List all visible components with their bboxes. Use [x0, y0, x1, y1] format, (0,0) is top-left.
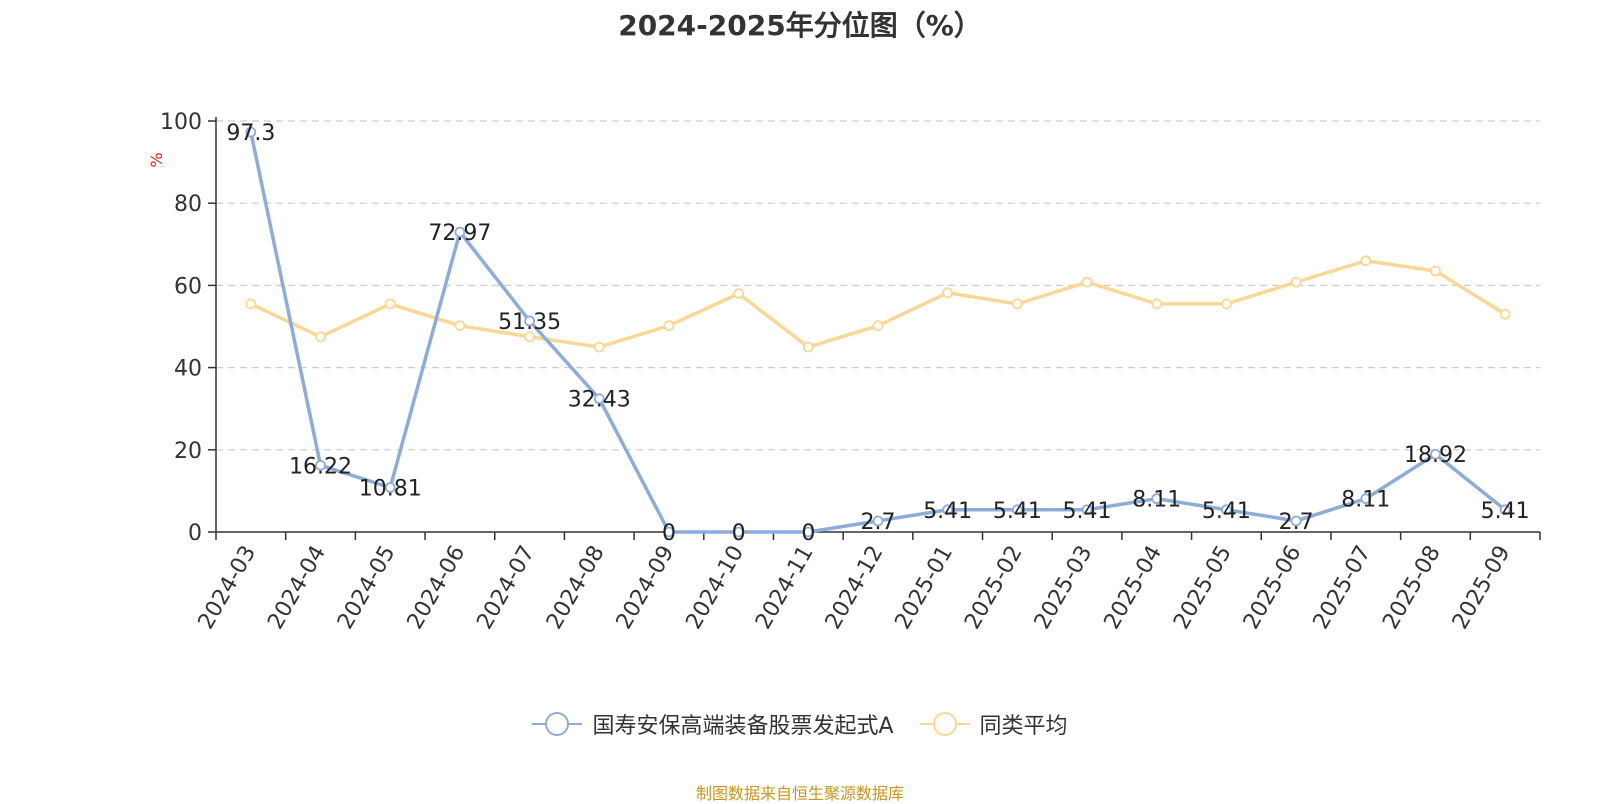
x-tick-label: 2024-08 [542, 542, 610, 634]
series-layer [245, 126, 1511, 538]
data-point-series-2 [524, 331, 535, 343]
data-point-series-1 [524, 315, 535, 327]
data-point-series-2 [245, 298, 257, 310]
data-point-series-2 [1081, 276, 1093, 288]
data-point-series-2 [1499, 308, 1511, 320]
y-tick-label: 40 [174, 357, 202, 382]
legend-swatch-series-2 [919, 712, 970, 736]
x-tick-label: 2024-04 [263, 542, 331, 634]
data-label: 72.97 [428, 221, 491, 246]
data-point-series-2 [663, 320, 675, 332]
y-tick-label: 100 [160, 110, 202, 135]
data-point-series-2 [1430, 265, 1441, 277]
legend-label-series-2: 同类平均 [979, 714, 1068, 739]
data-label: 5.41 [1481, 499, 1530, 524]
data-point-series-2 [1290, 276, 1302, 288]
x-tick-label: 2025-02 [960, 542, 1028, 634]
data-point-series-1 [663, 526, 675, 538]
legend: 国寿安保高端装备股票发起式A 同类平均 [0, 708, 1600, 740]
data-point-series-1 [1430, 448, 1441, 460]
series-line-1 [249, 131, 1507, 534]
data-point-series-2 [1011, 298, 1023, 310]
data-label: 5.41 [923, 499, 972, 524]
x-tick-label: 2024-12 [821, 542, 889, 634]
x-tick-label: 2025-01 [890, 542, 958, 634]
legend-swatch-series-1 [532, 712, 583, 736]
y-tick-label: 0 [188, 521, 202, 546]
data-label: 18.92 [1404, 443, 1467, 468]
legend-label-series-1: 国寿安保高端装备股票发起式A [592, 714, 894, 739]
legend-item-series-1[interactable]: 国寿安保高端装备股票发起式A [532, 708, 894, 740]
data-label: 5.41 [1063, 499, 1112, 524]
data-point-series-1 [315, 459, 326, 471]
data-label: 8.11 [1341, 488, 1390, 513]
y-tick-label: 80 [174, 192, 202, 217]
data-point-series-1 [454, 226, 466, 238]
data-label: 97.3 [226, 121, 275, 146]
data-point-series-2 [872, 320, 884, 332]
data-point-series-2 [593, 341, 605, 353]
data-label: 5.41 [993, 499, 1042, 524]
data-point-series-2 [733, 288, 745, 300]
data-point-series-2 [802, 341, 814, 353]
data-label: 51.35 [498, 310, 561, 335]
x-tick-label: 2025-07 [1309, 542, 1377, 634]
source-note: 制图数据来自恒生聚源数据库 [695, 784, 904, 803]
data-point-series-1 [802, 526, 814, 538]
y-tick-label: 60 [174, 274, 202, 299]
data-label: 0 [732, 521, 746, 546]
y-axis-label: % [147, 152, 166, 167]
data-label: 0 [801, 521, 815, 546]
data-point-series-1 [1499, 504, 1511, 516]
data-point-series-1 [733, 526, 745, 538]
data-label: 32.43 [568, 388, 631, 413]
data-point-series-1 [384, 482, 396, 493]
data-point-series-2 [454, 320, 466, 332]
x-tick-label: 2025-04 [1100, 542, 1168, 634]
grid-lines [216, 120, 1540, 451]
data-label: 2.7 [861, 510, 896, 535]
data-label: 16.22 [289, 454, 352, 479]
data-point-series-1 [872, 515, 884, 527]
x-tick-label: 2024-11 [751, 542, 819, 634]
data-point-series-2 [384, 298, 396, 310]
x-tick-label: 2024-07 [472, 542, 540, 634]
data-label: 10.81 [359, 477, 422, 502]
data-point-series-1 [1151, 493, 1163, 505]
data-label: 0 [662, 521, 676, 546]
x-tick-label: 2025-08 [1378, 542, 1446, 634]
data-label: 2.7 [1279, 510, 1314, 535]
x-tick-label: 2024-09 [612, 542, 680, 634]
data-point-series-2 [942, 287, 954, 299]
x-tick-label: 2024-03 [194, 542, 262, 634]
data-labels: 97.3 16.22 10.81 72.97 51.35 32.43 0 0 0 2.7 5.41 5… [226, 121, 1529, 546]
data-point-series-1 [1011, 504, 1023, 516]
chart-title: 2024-2025年分位图（%） [618, 9, 982, 42]
x-tick-label: 2025-05 [1169, 542, 1237, 634]
data-point-series-2 [1221, 298, 1232, 310]
data-point-series-1 [1290, 515, 1302, 527]
legend-item-series-2[interactable]: 同类平均 [919, 708, 1068, 740]
data-point-series-2 [1360, 255, 1372, 267]
data-point-series-1 [1081, 504, 1093, 516]
data-point-series-2 [1151, 298, 1163, 310]
data-point-series-1 [942, 504, 954, 516]
y-tick-label: 20 [174, 439, 202, 464]
x-tick-label: 2025-06 [1239, 542, 1307, 634]
x-tick-label: 2024-05 [333, 542, 401, 634]
data-point-series-1 [1221, 504, 1232, 516]
x-tick-label: 2025-09 [1448, 542, 1516, 634]
data-point-series-1 [593, 393, 605, 405]
data-point-series-2 [315, 331, 326, 343]
x-tick-label: 2025-03 [1030, 542, 1098, 634]
data-point-series-1 [245, 126, 257, 138]
data-label: 5.41 [1202, 499, 1251, 524]
data-point-series-1 [1360, 493, 1372, 505]
x-tick-label: 2024-10 [681, 542, 749, 634]
data-label: 8.11 [1132, 488, 1181, 513]
x-tick-label: 2024-06 [403, 542, 471, 634]
